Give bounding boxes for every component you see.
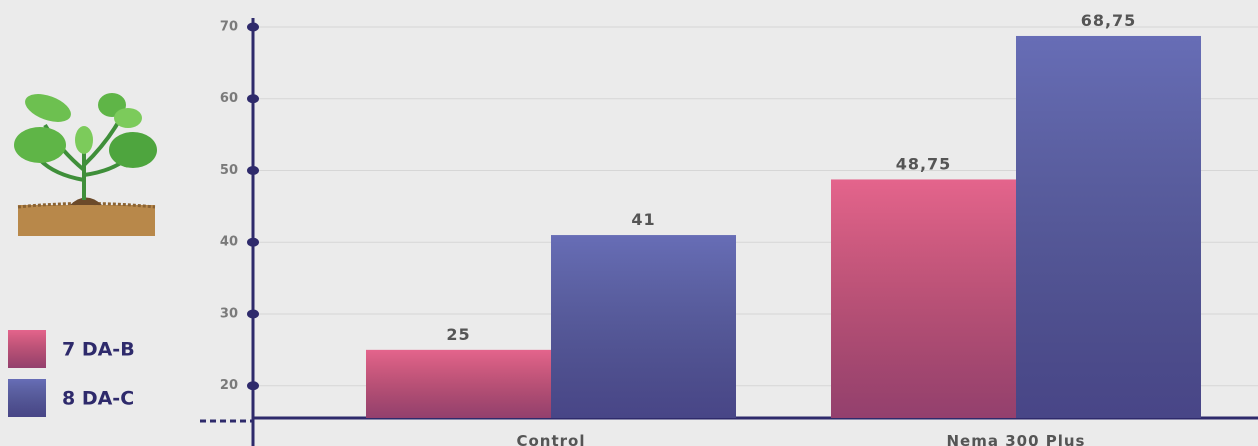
y-tick-label: 50 [220,163,238,178]
tick-mark [247,381,259,391]
tick-mark [247,309,259,319]
value-label: 68,75 [1081,11,1137,30]
tick-mark [247,94,259,104]
value-label: 41 [631,210,655,229]
tick-mark [247,22,259,32]
plant-icon [14,93,157,236]
y-tick-label: 60 [220,91,238,106]
x-tick-label: Nema 300 Plus [947,432,1086,446]
bar-shade [831,179,1016,418]
bar-shade [1016,35,1201,418]
tick-mark [247,165,259,175]
tick-mark [247,237,259,247]
bar-shade [551,235,736,418]
value-label: 48,75 [896,154,952,173]
legend-label: 8 DA-C [62,388,134,410]
y-tick-label: 20 [220,378,238,393]
x-tick-label: Control [516,432,585,446]
legend-swatch-shade [8,330,46,368]
legend-swatch-shade [8,379,46,417]
y-tick-label: 70 [220,20,238,35]
legend-label: 7 DA-B [62,339,135,361]
value-label: 25 [446,325,470,344]
y-tick-label: 40 [220,235,238,250]
y-tick-label: 30 [220,306,238,321]
bar-shade [366,349,551,418]
